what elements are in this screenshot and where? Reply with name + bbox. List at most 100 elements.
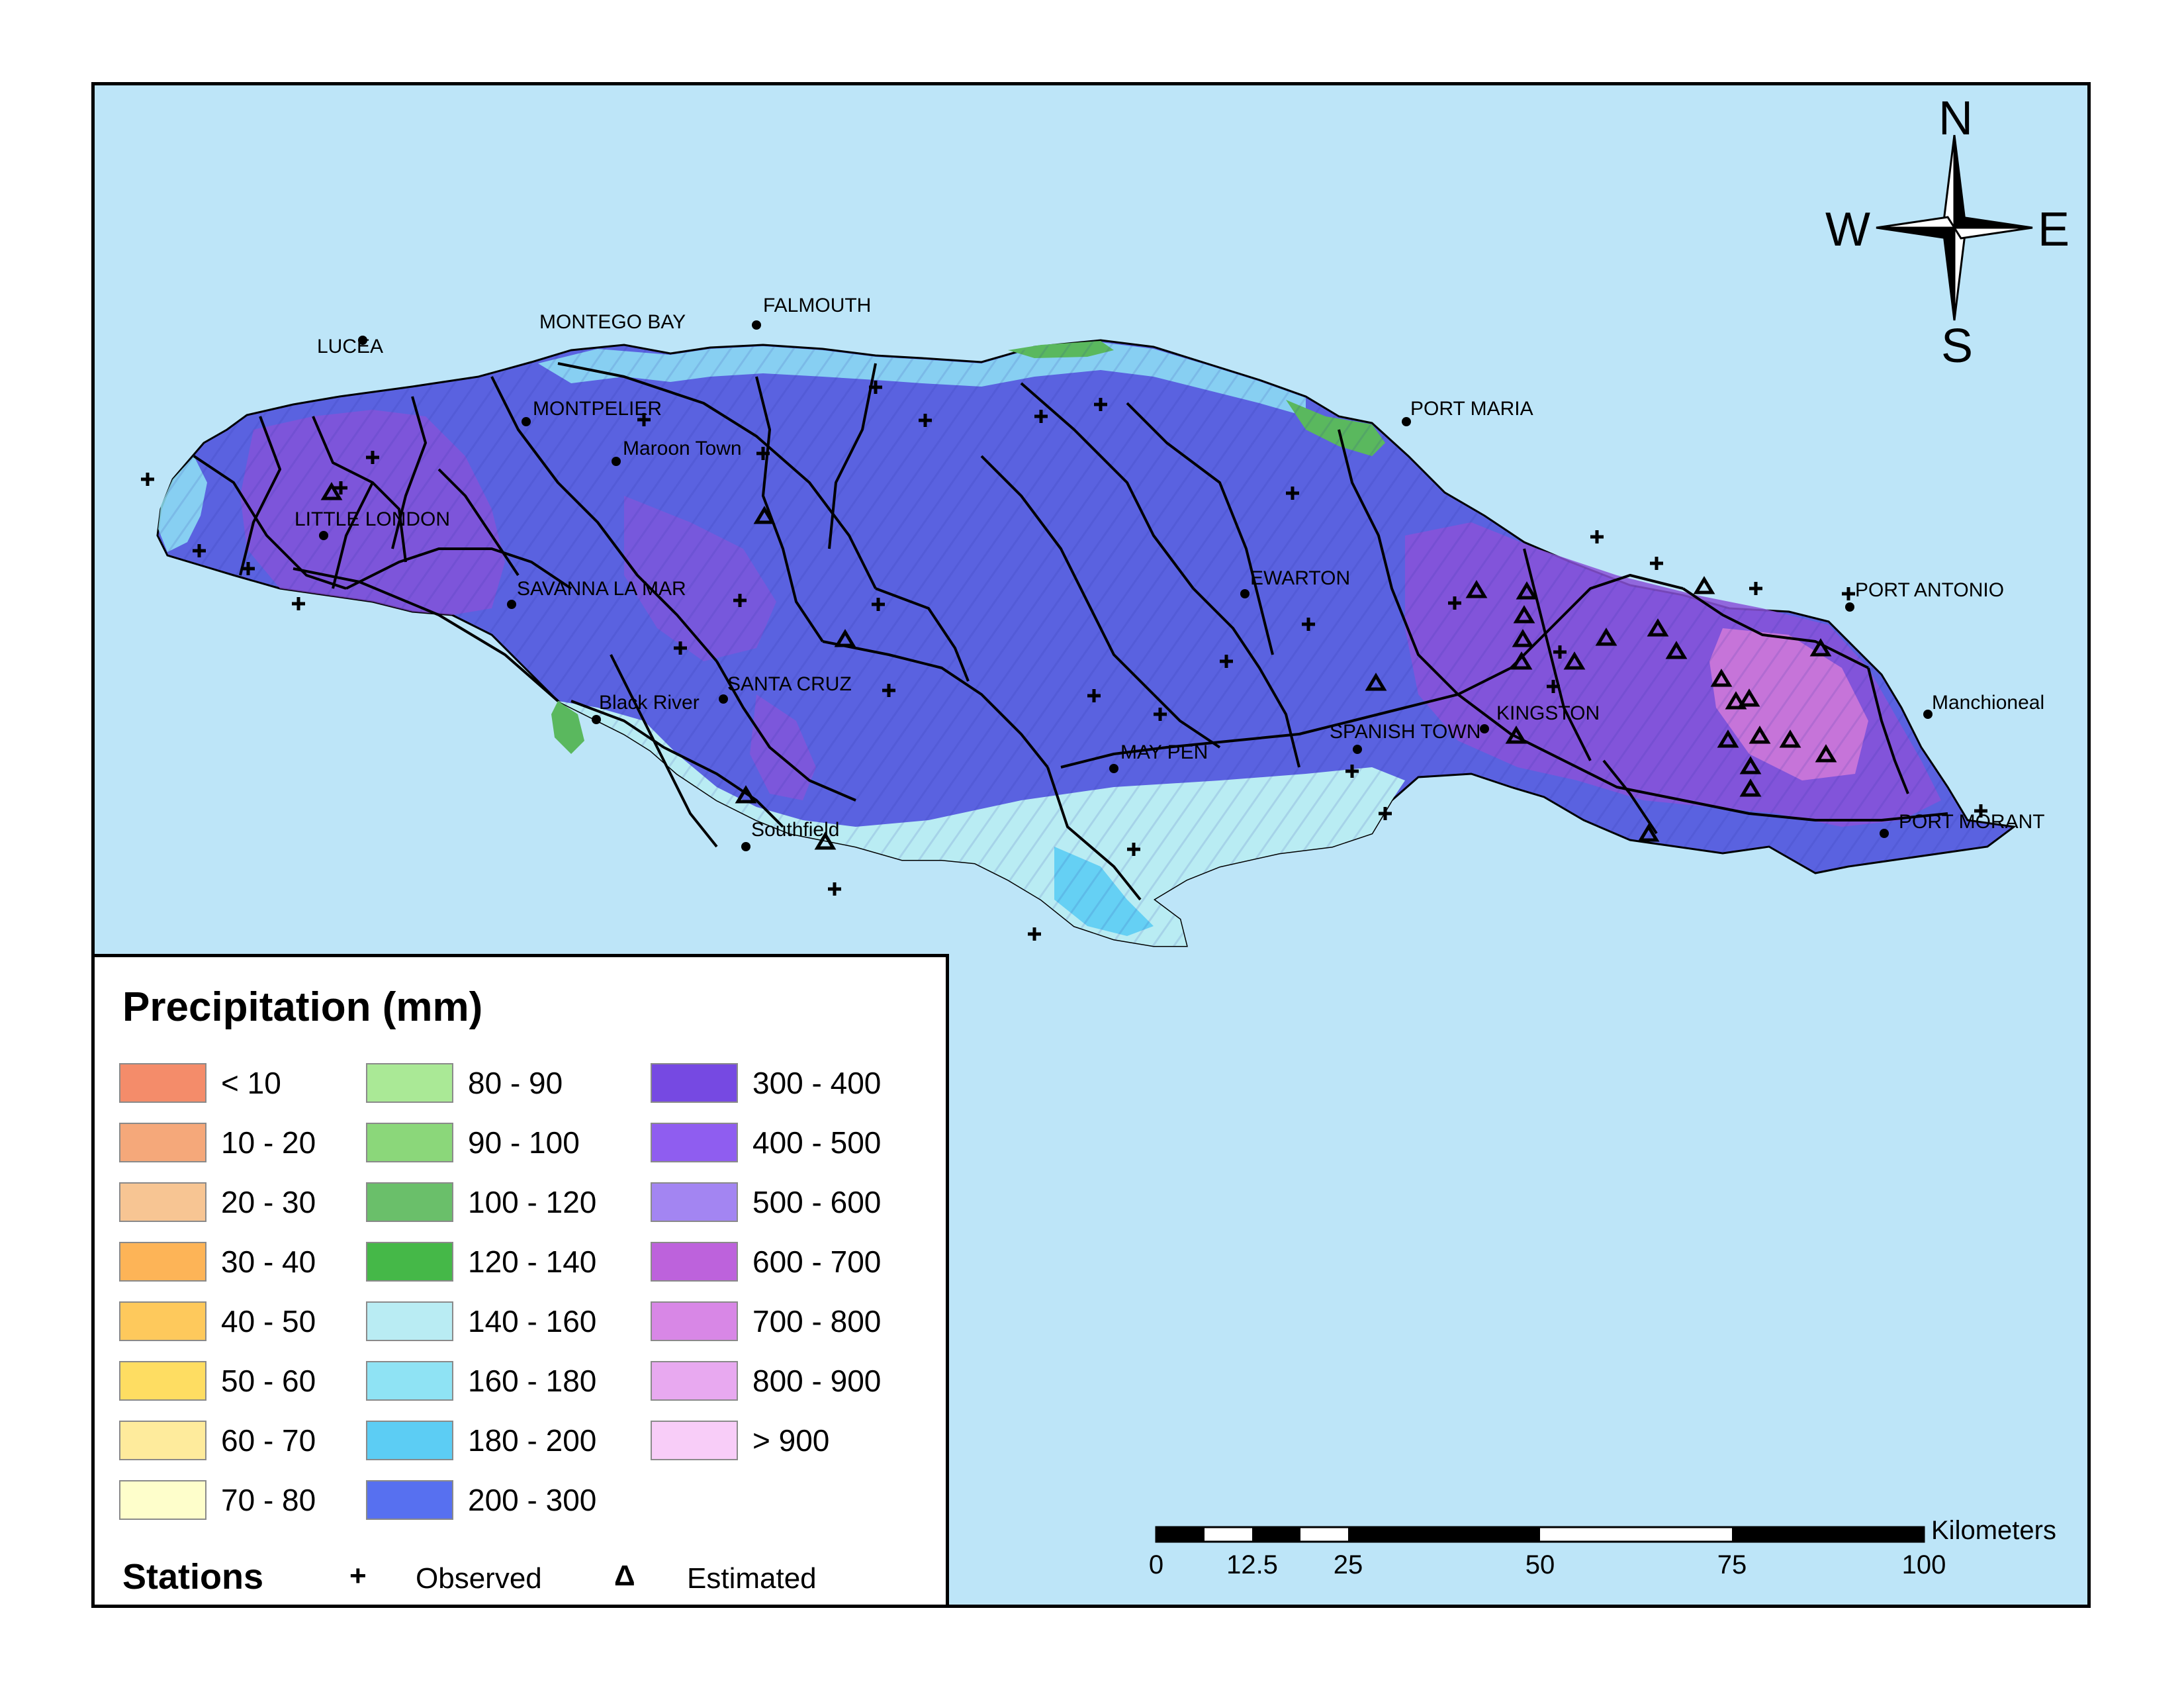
- legend-item: 10 - 20: [119, 1121, 316, 1164]
- legend-item: 70 - 80: [119, 1479, 316, 1521]
- stations-title: Stations: [122, 1557, 264, 1597]
- legend-item-label: 70 - 80: [221, 1483, 316, 1517]
- legend-swatch: [651, 1063, 738, 1103]
- legend-item: 20 - 30: [119, 1181, 316, 1223]
- observed-station-label: Observed: [416, 1562, 542, 1595]
- scale-tick-label: 75: [1717, 1550, 1747, 1579]
- town-label-falmouth: FALMOUTH: [763, 295, 871, 316]
- legend-swatch: [366, 1242, 453, 1282]
- observed-station-marker: [1448, 596, 1461, 610]
- terrain-hillshade: [158, 340, 2014, 946]
- map-canvas[interactable]: LUCEA MONTEGO BAY FALMOUTH PORT MARIA MO…: [95, 85, 2087, 1605]
- town-marker: [1480, 724, 1489, 733]
- legend-item: 300 - 400: [651, 1062, 881, 1104]
- legend-item: 100 - 120: [366, 1181, 596, 1223]
- observed-station-marker: [1034, 410, 1048, 423]
- legend-item-label: 500 - 600: [752, 1185, 882, 1219]
- legend-item-label: 50 - 60: [221, 1364, 316, 1398]
- estimated-station-marker: [1725, 691, 1747, 710]
- town-label-savanna-la-mar: SAVANNA LA MAR: [517, 578, 686, 600]
- town-marker: [1109, 764, 1118, 773]
- legend-item: 800 - 900: [651, 1360, 881, 1402]
- legend-item-label: 200 - 300: [468, 1483, 597, 1517]
- legend-item-label: 120 - 140: [468, 1244, 597, 1279]
- estimated-station-marker: [1365, 673, 1387, 691]
- town-label-montego-bay: MONTEGO BAY: [539, 311, 686, 333]
- legend-swatch: [366, 1301, 453, 1341]
- town-label-spanish-town: SPANISH TOWN: [1330, 721, 1480, 743]
- legend-item-label: 10 - 20: [221, 1125, 316, 1160]
- scale-tick-label: 0: [1148, 1550, 1164, 1579]
- observed-station-marker: [1345, 765, 1359, 778]
- legend-swatch: [119, 1421, 206, 1460]
- observed-station-marker: [242, 562, 255, 575]
- legend-swatch: [651, 1242, 738, 1282]
- estimated-station-marker: [1815, 744, 1837, 763]
- town-label-kingston: KINGSTON: [1496, 702, 1600, 724]
- legend-item-label: 300 - 400: [752, 1066, 882, 1100]
- estimated-station-marker: [1513, 605, 1535, 624]
- legend-item: 50 - 60: [119, 1360, 316, 1402]
- legend-item: 60 - 70: [119, 1419, 316, 1462]
- legend-item: 160 - 180: [366, 1360, 596, 1402]
- map-legend: Precipitation (mm) < 10 10 - 20 20 - 30 …: [91, 954, 949, 1608]
- legend-item-label: 600 - 700: [752, 1244, 882, 1279]
- estimated-station-marker: [1510, 651, 1533, 670]
- compass-east-label: E: [2038, 203, 2070, 256]
- legend-item: 200 - 300: [366, 1479, 596, 1521]
- observed-station-marker: [1650, 557, 1663, 570]
- observed-station-marker: [1553, 645, 1567, 659]
- legend-item: 90 - 100: [366, 1121, 580, 1164]
- town-label-port-maria: PORT MARIA: [1410, 398, 1533, 420]
- observed-station-marker: [334, 481, 347, 494]
- legend-item: 700 - 800: [651, 1300, 881, 1342]
- estimated-station-marker: [1809, 638, 1832, 657]
- legend-item-label: 90 - 100: [468, 1125, 580, 1160]
- legend-item-label: 40 - 50: [221, 1304, 316, 1338]
- estimated-station-marker: [735, 785, 757, 804]
- estimated-station-marker: [1749, 726, 1771, 744]
- legend-swatch: [119, 1182, 206, 1222]
- observed-station-marker: [1127, 843, 1140, 856]
- observed-station-marker: [733, 594, 747, 607]
- compass-rose: N S E W: [1825, 92, 2070, 373]
- estimated-station-marker: [1739, 756, 1762, 774]
- legend-item-label: 100 - 120: [468, 1185, 597, 1219]
- legend-swatch: [119, 1123, 206, 1162]
- legend-item: 40 - 50: [119, 1300, 316, 1342]
- map-frame[interactable]: LUCEA MONTEGO BAY FALMOUTH PORT MARIA MO…: [91, 82, 2091, 1608]
- scale-tick-label: 50: [1525, 1550, 1555, 1579]
- observed-station-marker: [869, 381, 882, 394]
- legend-swatch: [119, 1480, 206, 1520]
- legend-swatch: [651, 1123, 738, 1162]
- observed-station-marker: [193, 544, 206, 557]
- estimated-station-label: Estimated: [687, 1562, 817, 1595]
- observed-station-marker: [141, 473, 154, 486]
- estimated-station-marker: [1516, 581, 1538, 600]
- town-label-ewarton: EWARTON: [1250, 567, 1350, 589]
- observed-station-marker: [1028, 927, 1041, 941]
- town-label-port-morant: PORT MORANT: [1899, 811, 2045, 833]
- estimated-station-marker: [1665, 641, 1688, 659]
- legend-item-label: < 10: [221, 1066, 281, 1100]
- legend-item: 140 - 160: [366, 1300, 596, 1342]
- scale-unit-label: Kilometers: [1931, 1516, 2056, 1545]
- legend-item-label: 180 - 200: [468, 1423, 597, 1458]
- observed-station-marker: [1379, 807, 1392, 820]
- legend-item-label: > 900: [752, 1423, 830, 1458]
- town-label-southfield: Southfield: [751, 819, 839, 841]
- observed-station-marker: [366, 451, 379, 464]
- observed-station-marker: [1974, 804, 1987, 818]
- observed-station-marker: [1547, 680, 1560, 693]
- town-marker: [592, 715, 601, 724]
- legend-item-label: 80 - 90: [468, 1066, 563, 1100]
- legend-item: 500 - 600: [651, 1181, 881, 1223]
- legend-item: > 900: [651, 1419, 829, 1462]
- estimated-station-marker: [1710, 669, 1733, 687]
- town-marker: [752, 320, 761, 330]
- estimated-station-marker: [1647, 618, 1669, 637]
- compass-south-label: S: [1941, 320, 1973, 373]
- legend-swatch: [119, 1361, 206, 1401]
- legend-item-label: 160 - 180: [468, 1364, 597, 1398]
- town-marker: [1923, 710, 1933, 719]
